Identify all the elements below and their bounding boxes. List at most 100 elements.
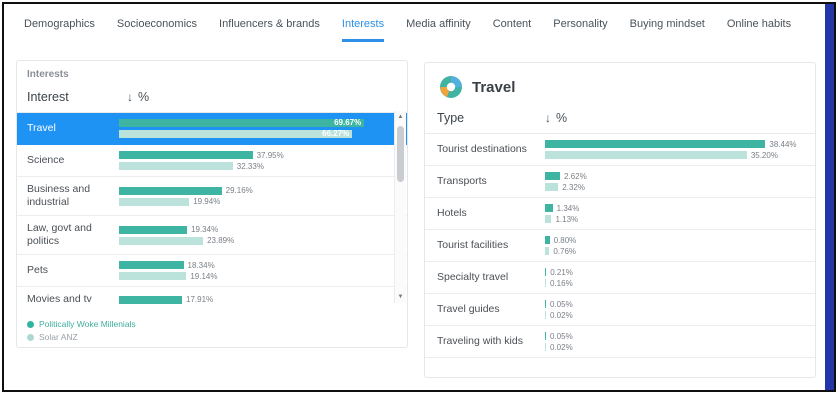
row-label: Movies and tv <box>27 293 92 305</box>
bar-primary <box>119 151 253 159</box>
detail-header: Travel <box>437 73 803 109</box>
type-row-specialty-travel[interactable]: Specialty travel 0.21% 0.16% <box>425 262 815 294</box>
interest-row-science[interactable]: Science 37.95% 32.33% <box>17 145 407 177</box>
type-row-tourist-facilities[interactable]: Tourist facilities 0.80% 0.76% <box>425 230 815 262</box>
bar-secondary <box>545 215 552 223</box>
row-label: Traveling with kids <box>437 335 523 347</box>
tab-demographics[interactable]: Demographics <box>24 18 95 30</box>
bar-primary: 69.67% <box>119 119 365 127</box>
bar-secondary: 66.27% <box>119 130 353 138</box>
row-label: Tourist destinations <box>437 143 527 155</box>
bar-line: 0.80% <box>545 235 803 245</box>
type-row-tourist-destinations[interactable]: Tourist destinations 38.44% 35.20% <box>425 134 815 166</box>
bar-value: 17.91% <box>186 295 214 304</box>
row-label: Law, govt and politics <box>27 222 92 247</box>
sort-percent-control-detail[interactable]: ↓ % <box>545 111 567 125</box>
type-row-hotels[interactable]: Hotels 1.34% 1.13% <box>425 198 815 230</box>
interests-panel: Interests Interest ↓ % Travel 69.67% 66.27… <box>16 60 408 348</box>
bar-group: 17.91% <box>119 295 397 304</box>
bar-line: 69.67% <box>119 119 383 127</box>
bar-value: 0.80% <box>553 235 577 245</box>
sort-desc-icon: ↓ <box>127 90 133 104</box>
bar-value: 35.20% <box>750 150 778 160</box>
bar-value: 19.94% <box>193 197 221 206</box>
bar-primary <box>545 268 547 276</box>
column-header-interest: Interest <box>27 90 69 104</box>
bar-value: 19.34% <box>191 225 219 234</box>
bar-line: 1.13% <box>545 214 803 224</box>
tab-bar: Demographics Socioeconomics Influencers & … <box>24 18 791 42</box>
type-row-traveling-with-kids[interactable]: Traveling with kids 0.05% 0.02% <box>425 326 815 358</box>
scroll-up-icon[interactable]: ▲ <box>397 114 404 120</box>
interest-row-movies-and-tv[interactable]: Movies and tv 17.91% <box>17 287 407 308</box>
bar-group: 0.05% 0.02% <box>545 300 803 320</box>
bar-value: 23.89% <box>207 236 235 245</box>
travel-category-icon <box>439 75 463 99</box>
row-label: Science <box>27 154 65 166</box>
tab-buying-mindset[interactable]: Buying mindset <box>629 18 705 30</box>
tab-media-affinity[interactable]: Media affinity <box>406 18 471 30</box>
tab-socioeconomics[interactable]: Socioeconomics <box>116 18 198 30</box>
bar-secondary <box>545 247 550 255</box>
bar-secondary <box>119 197 190 206</box>
window-accent-bar <box>825 4 834 390</box>
type-list-header: Type ↓ % <box>437 109 803 133</box>
bar-primary <box>545 332 546 340</box>
bar-line: 19.34% <box>119 225 383 234</box>
bar-group: 29.16% 19.94% <box>119 186 397 206</box>
bar-primary <box>545 172 561 180</box>
legend-label: Politically Woke Millenials <box>39 319 136 329</box>
bar-primary <box>545 300 546 308</box>
bar-value: 2.32% <box>562 182 585 192</box>
legend-item-solar-anz: Solar ANZ <box>27 332 136 342</box>
bar-group: 1.34% 1.13% <box>545 204 803 224</box>
tab-content[interactable]: Content <box>492 18 532 30</box>
bar-group: 2.62% 2.32% <box>545 171 803 192</box>
scrollbar[interactable]: ▲ ▼ <box>394 111 406 303</box>
bar-primary <box>119 186 222 195</box>
tab-influencers-brands[interactable]: Influencers & brands <box>219 18 320 30</box>
scroll-down-icon[interactable]: ▼ <box>397 294 404 300</box>
bar-value: 1.13% <box>555 214 579 224</box>
bar-secondary <box>545 311 546 319</box>
interest-row-travel[interactable]: Travel 69.67% 66.27% <box>17 113 407 145</box>
tab-personality[interactable]: Personality <box>553 18 608 30</box>
bar-value: 2.62% <box>564 171 587 181</box>
bar-line: 37.95% <box>119 151 383 160</box>
interest-row-pets[interactable]: Pets 18.34% 19.14% <box>17 255 407 287</box>
type-rows: Tourist destinations 38.44% 35.20% Transpor… <box>425 133 815 358</box>
row-label: Specialty travel <box>437 271 509 283</box>
scrollbar-thumb[interactable] <box>397 126 404 182</box>
bar-group: 0.21% 0.16% <box>545 268 803 288</box>
type-row-travel-guides[interactable]: Travel guides 0.05% 0.02% <box>425 294 815 326</box>
interest-row-law-govt-and-politics[interactable]: Law, govt and politics 19.34% 23.89% <box>17 216 407 255</box>
bar-line: 23.89% <box>119 236 383 245</box>
tab-interests[interactable]: Interests <box>341 18 385 42</box>
tab-online-habits[interactable]: Online habits <box>726 18 792 30</box>
column-header-type: Type <box>437 111 465 125</box>
bar-group: 18.34% 19.14% <box>119 261 397 281</box>
bar-group: 37.95% 32.33% <box>119 151 397 171</box>
interest-row-business-and-industrial[interactable]: Business and industrial 29.16% 19.94% <box>17 177 407 216</box>
bar-value: 19.14% <box>190 271 218 281</box>
bar-line: 0.05% <box>545 331 803 341</box>
row-label: Tourist facilities <box>437 239 509 251</box>
bar-line: 1.34% <box>545 204 803 213</box>
interest-list-header: Interest ↓ % <box>27 88 397 112</box>
bar-value: 0.02% <box>550 310 573 320</box>
bar-value: 0.05% <box>550 331 573 341</box>
bar-value: 0.76% <box>553 246 577 256</box>
column-header-percent: % <box>556 111 568 125</box>
type-row-transports[interactable]: Transports 2.62% 2.32% <box>425 166 815 198</box>
interest-rows: Travel 69.67% 66.27% Science 37.95% 32.33% Bus… <box>17 112 407 308</box>
bar-line: 35.20% <box>545 150 803 160</box>
bar-group: 38.44% 35.20% <box>545 140 803 160</box>
bar-primary <box>119 225 188 234</box>
bar-line: 0.76% <box>545 246 803 256</box>
sort-percent-control[interactable]: ↓ % <box>127 90 149 104</box>
legend: Politically Woke Millenials Solar ANZ <box>27 316 136 342</box>
bar-secondary <box>545 279 546 287</box>
bar-secondary <box>545 183 559 191</box>
bar-line: 66.27% <box>119 130 383 138</box>
